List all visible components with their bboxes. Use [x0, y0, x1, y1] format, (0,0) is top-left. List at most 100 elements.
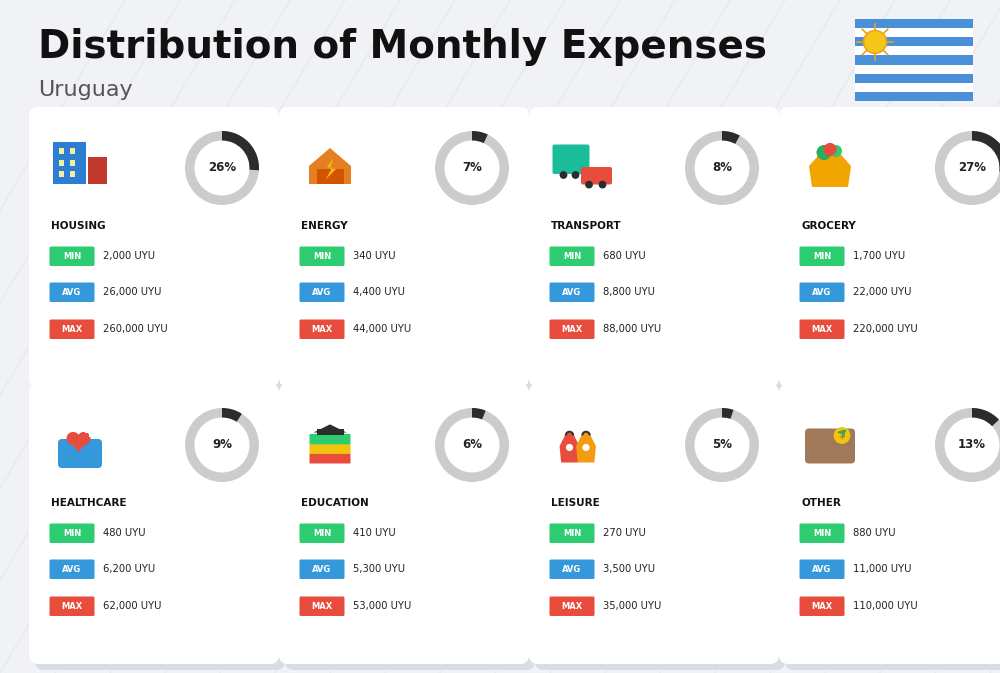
FancyBboxPatch shape [529, 384, 779, 664]
Text: HOUSING: HOUSING [51, 221, 106, 231]
Circle shape [585, 180, 593, 188]
FancyBboxPatch shape [310, 434, 351, 444]
FancyBboxPatch shape [35, 390, 285, 670]
FancyBboxPatch shape [550, 246, 594, 266]
Circle shape [823, 143, 837, 156]
FancyBboxPatch shape [535, 113, 785, 393]
FancyBboxPatch shape [285, 390, 535, 670]
Bar [70, 160, 75, 166]
Text: EDUCATION: EDUCATION [301, 498, 369, 508]
FancyBboxPatch shape [50, 320, 94, 339]
FancyBboxPatch shape [800, 246, 844, 266]
FancyBboxPatch shape [316, 429, 344, 435]
FancyBboxPatch shape [550, 283, 594, 302]
Text: 27%: 27% [958, 162, 986, 174]
Wedge shape [972, 131, 1000, 173]
FancyBboxPatch shape [310, 453, 351, 464]
Wedge shape [222, 131, 259, 170]
Text: 8%: 8% [712, 162, 732, 174]
Circle shape [599, 180, 606, 188]
Text: MAX: MAX [61, 602, 83, 611]
Text: 4,400 UYU: 4,400 UYU [353, 287, 405, 297]
Text: 5,300 UYU: 5,300 UYU [353, 564, 405, 574]
Circle shape [77, 432, 90, 445]
Text: OTHER: OTHER [801, 498, 841, 508]
FancyBboxPatch shape [53, 142, 86, 184]
Polygon shape [67, 439, 90, 452]
Text: 26,000 UYU: 26,000 UYU [103, 287, 162, 297]
Text: 88,000 UYU: 88,000 UYU [603, 324, 661, 334]
Text: AVG: AVG [562, 288, 582, 297]
Wedge shape [972, 408, 999, 426]
Wedge shape [185, 131, 259, 205]
FancyBboxPatch shape [529, 107, 779, 387]
Bar [316, 169, 344, 184]
Polygon shape [326, 159, 336, 180]
Text: Distribution of Monthly Expenses: Distribution of Monthly Expenses [38, 28, 767, 66]
Text: 410 UYU: 410 UYU [353, 528, 396, 538]
Text: 2,000 UYU: 2,000 UYU [103, 251, 155, 261]
Bar [855, 73, 973, 83]
Wedge shape [435, 131, 509, 205]
FancyBboxPatch shape [50, 246, 94, 266]
FancyBboxPatch shape [779, 107, 1000, 387]
Bar [855, 55, 973, 65]
Text: MAX: MAX [311, 602, 333, 611]
Text: AVG: AVG [312, 565, 332, 574]
Wedge shape [472, 131, 488, 143]
Text: MAX: MAX [561, 602, 583, 611]
Text: 220,000 UYU: 220,000 UYU [853, 324, 918, 334]
FancyBboxPatch shape [50, 283, 94, 302]
Polygon shape [314, 425, 347, 433]
FancyBboxPatch shape [535, 390, 785, 670]
Text: 26%: 26% [208, 162, 236, 174]
Text: 260,000 UYU: 260,000 UYU [103, 324, 168, 334]
Text: 8,800 UYU: 8,800 UYU [603, 287, 655, 297]
Bar [855, 83, 973, 92]
FancyBboxPatch shape [299, 320, 344, 339]
FancyBboxPatch shape [552, 145, 590, 174]
Text: AVG: AVG [312, 288, 332, 297]
Text: MAX: MAX [311, 325, 333, 334]
FancyBboxPatch shape [29, 384, 279, 664]
FancyBboxPatch shape [785, 390, 1000, 670]
Circle shape [864, 30, 887, 53]
Wedge shape [685, 408, 759, 482]
Circle shape [834, 427, 850, 444]
Circle shape [582, 444, 590, 451]
FancyBboxPatch shape [29, 107, 279, 387]
Text: 880 UYU: 880 UYU [853, 528, 896, 538]
Wedge shape [435, 408, 509, 482]
Text: AVG: AVG [62, 565, 82, 574]
FancyBboxPatch shape [50, 596, 94, 616]
Circle shape [566, 444, 573, 451]
Bar [855, 28, 973, 37]
FancyBboxPatch shape [800, 596, 844, 616]
Polygon shape [809, 153, 851, 187]
Text: 1,700 UYU: 1,700 UYU [853, 251, 905, 261]
Text: $: $ [839, 431, 845, 441]
Circle shape [830, 145, 842, 157]
FancyBboxPatch shape [800, 524, 844, 543]
FancyBboxPatch shape [855, 19, 973, 101]
Text: 11,000 UYU: 11,000 UYU [853, 564, 911, 574]
Bar [855, 37, 973, 46]
FancyBboxPatch shape [299, 559, 344, 579]
FancyBboxPatch shape [299, 524, 344, 543]
FancyBboxPatch shape [279, 107, 529, 387]
Text: 22,000 UYU: 22,000 UYU [853, 287, 911, 297]
Text: MAX: MAX [811, 602, 833, 611]
FancyBboxPatch shape [800, 320, 844, 339]
Text: 5%: 5% [712, 439, 732, 452]
Text: 7%: 7% [462, 162, 482, 174]
FancyBboxPatch shape [88, 157, 107, 184]
FancyBboxPatch shape [299, 246, 344, 266]
Text: HEALTHCARE: HEALTHCARE [51, 498, 126, 508]
FancyBboxPatch shape [800, 283, 844, 302]
Bar [855, 19, 973, 28]
Text: 62,000 UYU: 62,000 UYU [103, 601, 162, 611]
FancyBboxPatch shape [299, 596, 344, 616]
FancyBboxPatch shape [35, 113, 285, 393]
Text: AVG: AVG [62, 288, 82, 297]
Text: MIN: MIN [563, 529, 581, 538]
